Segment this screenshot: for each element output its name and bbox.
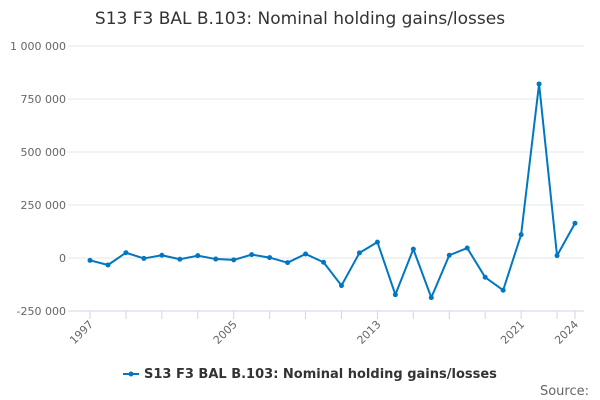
data-point[interactable]: [231, 257, 237, 263]
x-tick-label: 1997: [67, 318, 96, 347]
data-point[interactable]: [87, 257, 93, 263]
y-tick-label: 1 000 000: [10, 40, 66, 53]
data-point[interactable]: [303, 251, 309, 257]
data-point[interactable]: [213, 256, 219, 262]
legend-item[interactable]: S13 F3 BAL B.103: Nominal holding gains/…: [144, 367, 497, 382]
data-point[interactable]: [105, 262, 111, 268]
data-point[interactable]: [195, 253, 201, 259]
x-tick-label: 2005: [211, 318, 240, 347]
data-point[interactable]: [536, 81, 542, 87]
data-point[interactable]: [374, 239, 380, 245]
data-point[interactable]: [159, 252, 165, 258]
y-tick-label: 250 000: [21, 199, 67, 212]
data-point[interactable]: [249, 252, 255, 258]
data-point[interactable]: [482, 274, 488, 280]
data-point[interactable]: [123, 250, 129, 256]
x-tick-label: 2024: [552, 318, 581, 347]
legend[interactable]: S13 F3 BAL B.103: Nominal holding gains/…: [123, 367, 497, 382]
data-point[interactable]: [392, 292, 398, 298]
data-point[interactable]: [500, 287, 506, 293]
data-point[interactable]: [446, 252, 452, 258]
source-label: Source:: [540, 384, 589, 399]
y-tick-label: 0: [59, 252, 66, 265]
x-tick-label: 2021: [498, 318, 527, 347]
data-point[interactable]: [464, 245, 470, 251]
y-tick-label: -250 000: [17, 305, 66, 318]
data-point[interactable]: [356, 250, 362, 256]
y-tick-label: 500 000: [21, 146, 67, 159]
data-point[interactable]: [410, 246, 416, 252]
data-point[interactable]: [554, 253, 560, 259]
data-point[interactable]: [267, 255, 273, 261]
legend-marker-icon: [128, 371, 134, 377]
data-point[interactable]: [428, 295, 434, 301]
data-point[interactable]: [141, 255, 147, 261]
data-point[interactable]: [338, 283, 344, 289]
data-point[interactable]: [572, 220, 578, 226]
data-point[interactable]: [518, 232, 524, 238]
series-line: [89, 82, 576, 299]
y-tick-label: 750 000: [21, 93, 67, 106]
data-point[interactable]: [321, 259, 327, 265]
x-tick-label: 2013: [355, 318, 384, 347]
chart-title: S13 F3 BAL B.103: Nominal holding gains/…: [95, 9, 505, 29]
data-point[interactable]: [177, 256, 183, 262]
data-point[interactable]: [285, 260, 291, 266]
